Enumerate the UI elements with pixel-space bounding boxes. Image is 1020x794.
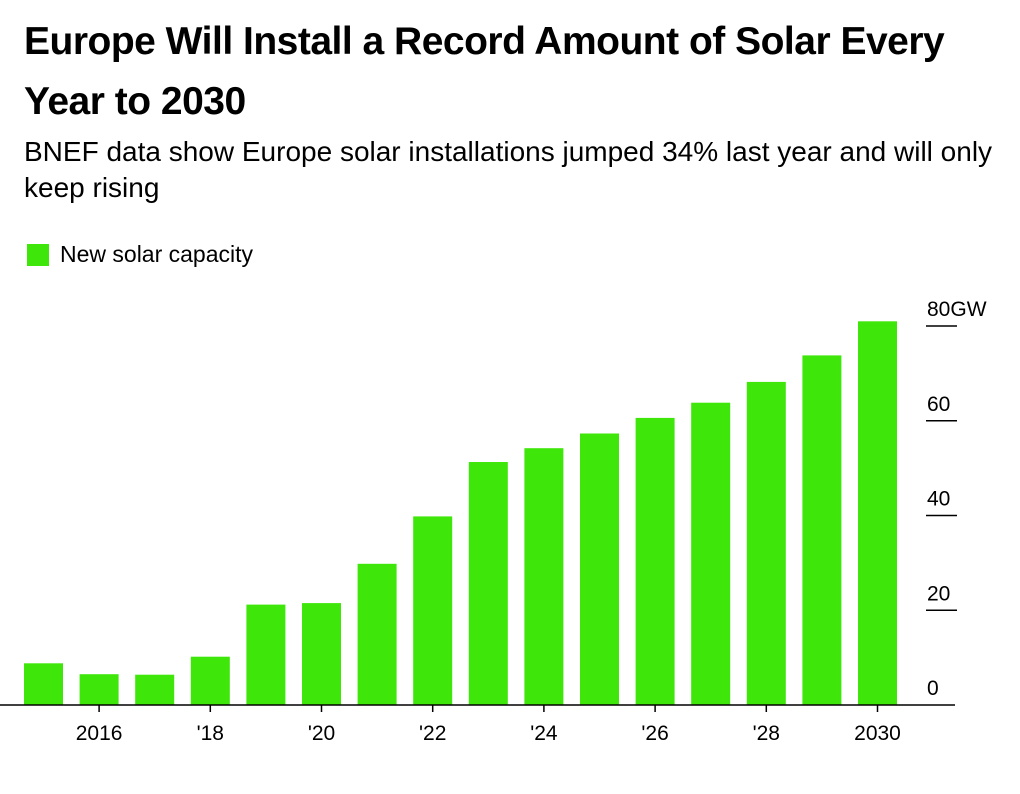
x-tick-label-2028: '28 (753, 722, 780, 745)
y-tick-label-20: 20 (927, 582, 950, 605)
legend: New solar capacity (27, 241, 253, 268)
bar-2018 (190, 656, 230, 705)
bar-2022 (413, 516, 453, 705)
x-tick-label-2022: '22 (419, 722, 446, 745)
bars-group (24, 321, 897, 705)
bar-2019 (246, 604, 286, 705)
chart-title: Europe Will Install a Record Amount of S… (24, 20, 945, 123)
bar-2027 (691, 402, 731, 705)
bar-2017 (135, 674, 175, 705)
bar-2024 (524, 448, 564, 705)
x-tick-label-2018: '18 (197, 722, 224, 745)
bar-2021 (357, 563, 397, 705)
bar-2020 (302, 603, 341, 705)
y-axis: 0 20 40 60 80GW (926, 298, 987, 700)
bar-chart: 0 20 40 60 80GW 2016 '18 '20 '22 '24 '26 '28 2030 (0, 298, 987, 745)
bar-2030 (858, 321, 897, 705)
x-tick-label-2026: '26 (641, 722, 668, 745)
bar-2028 (746, 381, 786, 705)
bar-2025 (580, 433, 619, 705)
bar-2023 (468, 462, 508, 705)
bar-2029 (802, 355, 842, 705)
legend-swatch (27, 243, 49, 266)
y-tick-label-0: 0 (927, 677, 939, 700)
legend-label: New solar capacity (60, 241, 254, 267)
x-tick-label-2030: 2030 (854, 722, 901, 745)
y-tick-label-40: 40 (927, 488, 950, 511)
bar-2026 (635, 417, 675, 705)
y-tick-label-80: 80GW (927, 298, 987, 321)
x-axis: 2016 '18 '20 '22 '24 '26 '28 2030 (76, 705, 901, 745)
x-tick-label-2024: '24 (530, 722, 558, 745)
bar-2016 (79, 674, 119, 705)
y-tick-label-60: 60 (927, 393, 950, 416)
bar-2015 (24, 663, 63, 705)
x-tick-label-2020: '20 (308, 722, 335, 745)
chart-subtitle: BNEF data show Europe solar installation… (24, 136, 993, 203)
x-tick-label-2016: 2016 (76, 722, 123, 745)
